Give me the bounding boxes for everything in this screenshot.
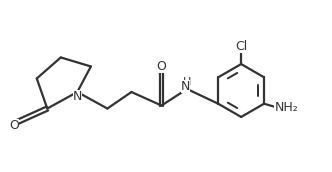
Text: N: N	[181, 80, 190, 93]
Text: N: N	[73, 90, 82, 103]
Text: Cl: Cl	[235, 40, 247, 52]
Text: H: H	[183, 77, 191, 87]
Text: NH₂: NH₂	[275, 101, 298, 114]
Text: O: O	[157, 60, 166, 73]
Text: O: O	[9, 119, 19, 132]
